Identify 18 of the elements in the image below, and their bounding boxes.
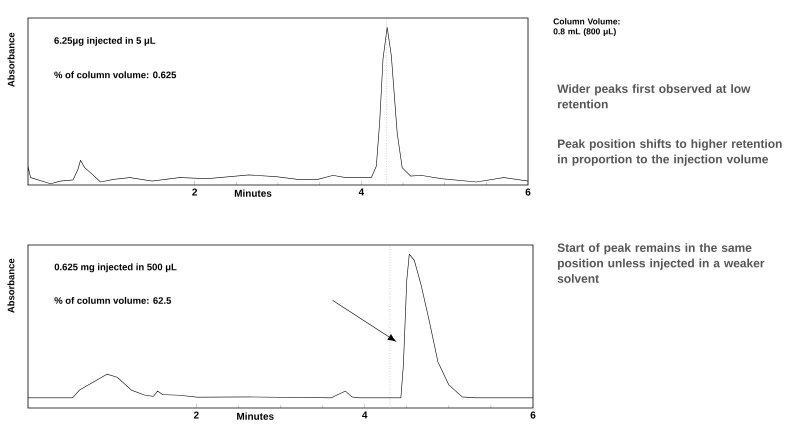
x-tick-label: 2: [192, 188, 198, 196]
annotation: 6.25μg injected in 5 μL: [54, 36, 156, 46]
y-axis-title: Absorbance: [7, 258, 14, 313]
text: Column Volume: 0.8 mL (800 μL): [554, 18, 620, 36]
annotation: % of column volume: 62.5: [54, 296, 172, 304]
y-axis-title: Absorbance: [8, 32, 14, 87]
x-tick-label: 6: [530, 412, 536, 419]
text: Peak position shifts to higher retention in proportion to the injection volume: [558, 139, 782, 166]
annotation: % of column volume: 0.625: [54, 71, 176, 78]
x-tick-label: 4: [362, 412, 368, 418]
text: Wider peaks first observed at low retention: [557, 84, 750, 108]
x-axis-title: Minutes: [234, 190, 272, 197]
x-tick-label: 4: [358, 188, 364, 196]
annotation: 0.625 mg injected in 500 μL: [54, 263, 177, 272]
x-tick-label: 6: [526, 188, 530, 196]
text: Start of peak remains in the same position unless injected in a weaker solvent: [558, 243, 764, 283]
x-tick-label: 2: [194, 412, 199, 418]
x-axis-title: Minutes: [237, 412, 274, 420]
